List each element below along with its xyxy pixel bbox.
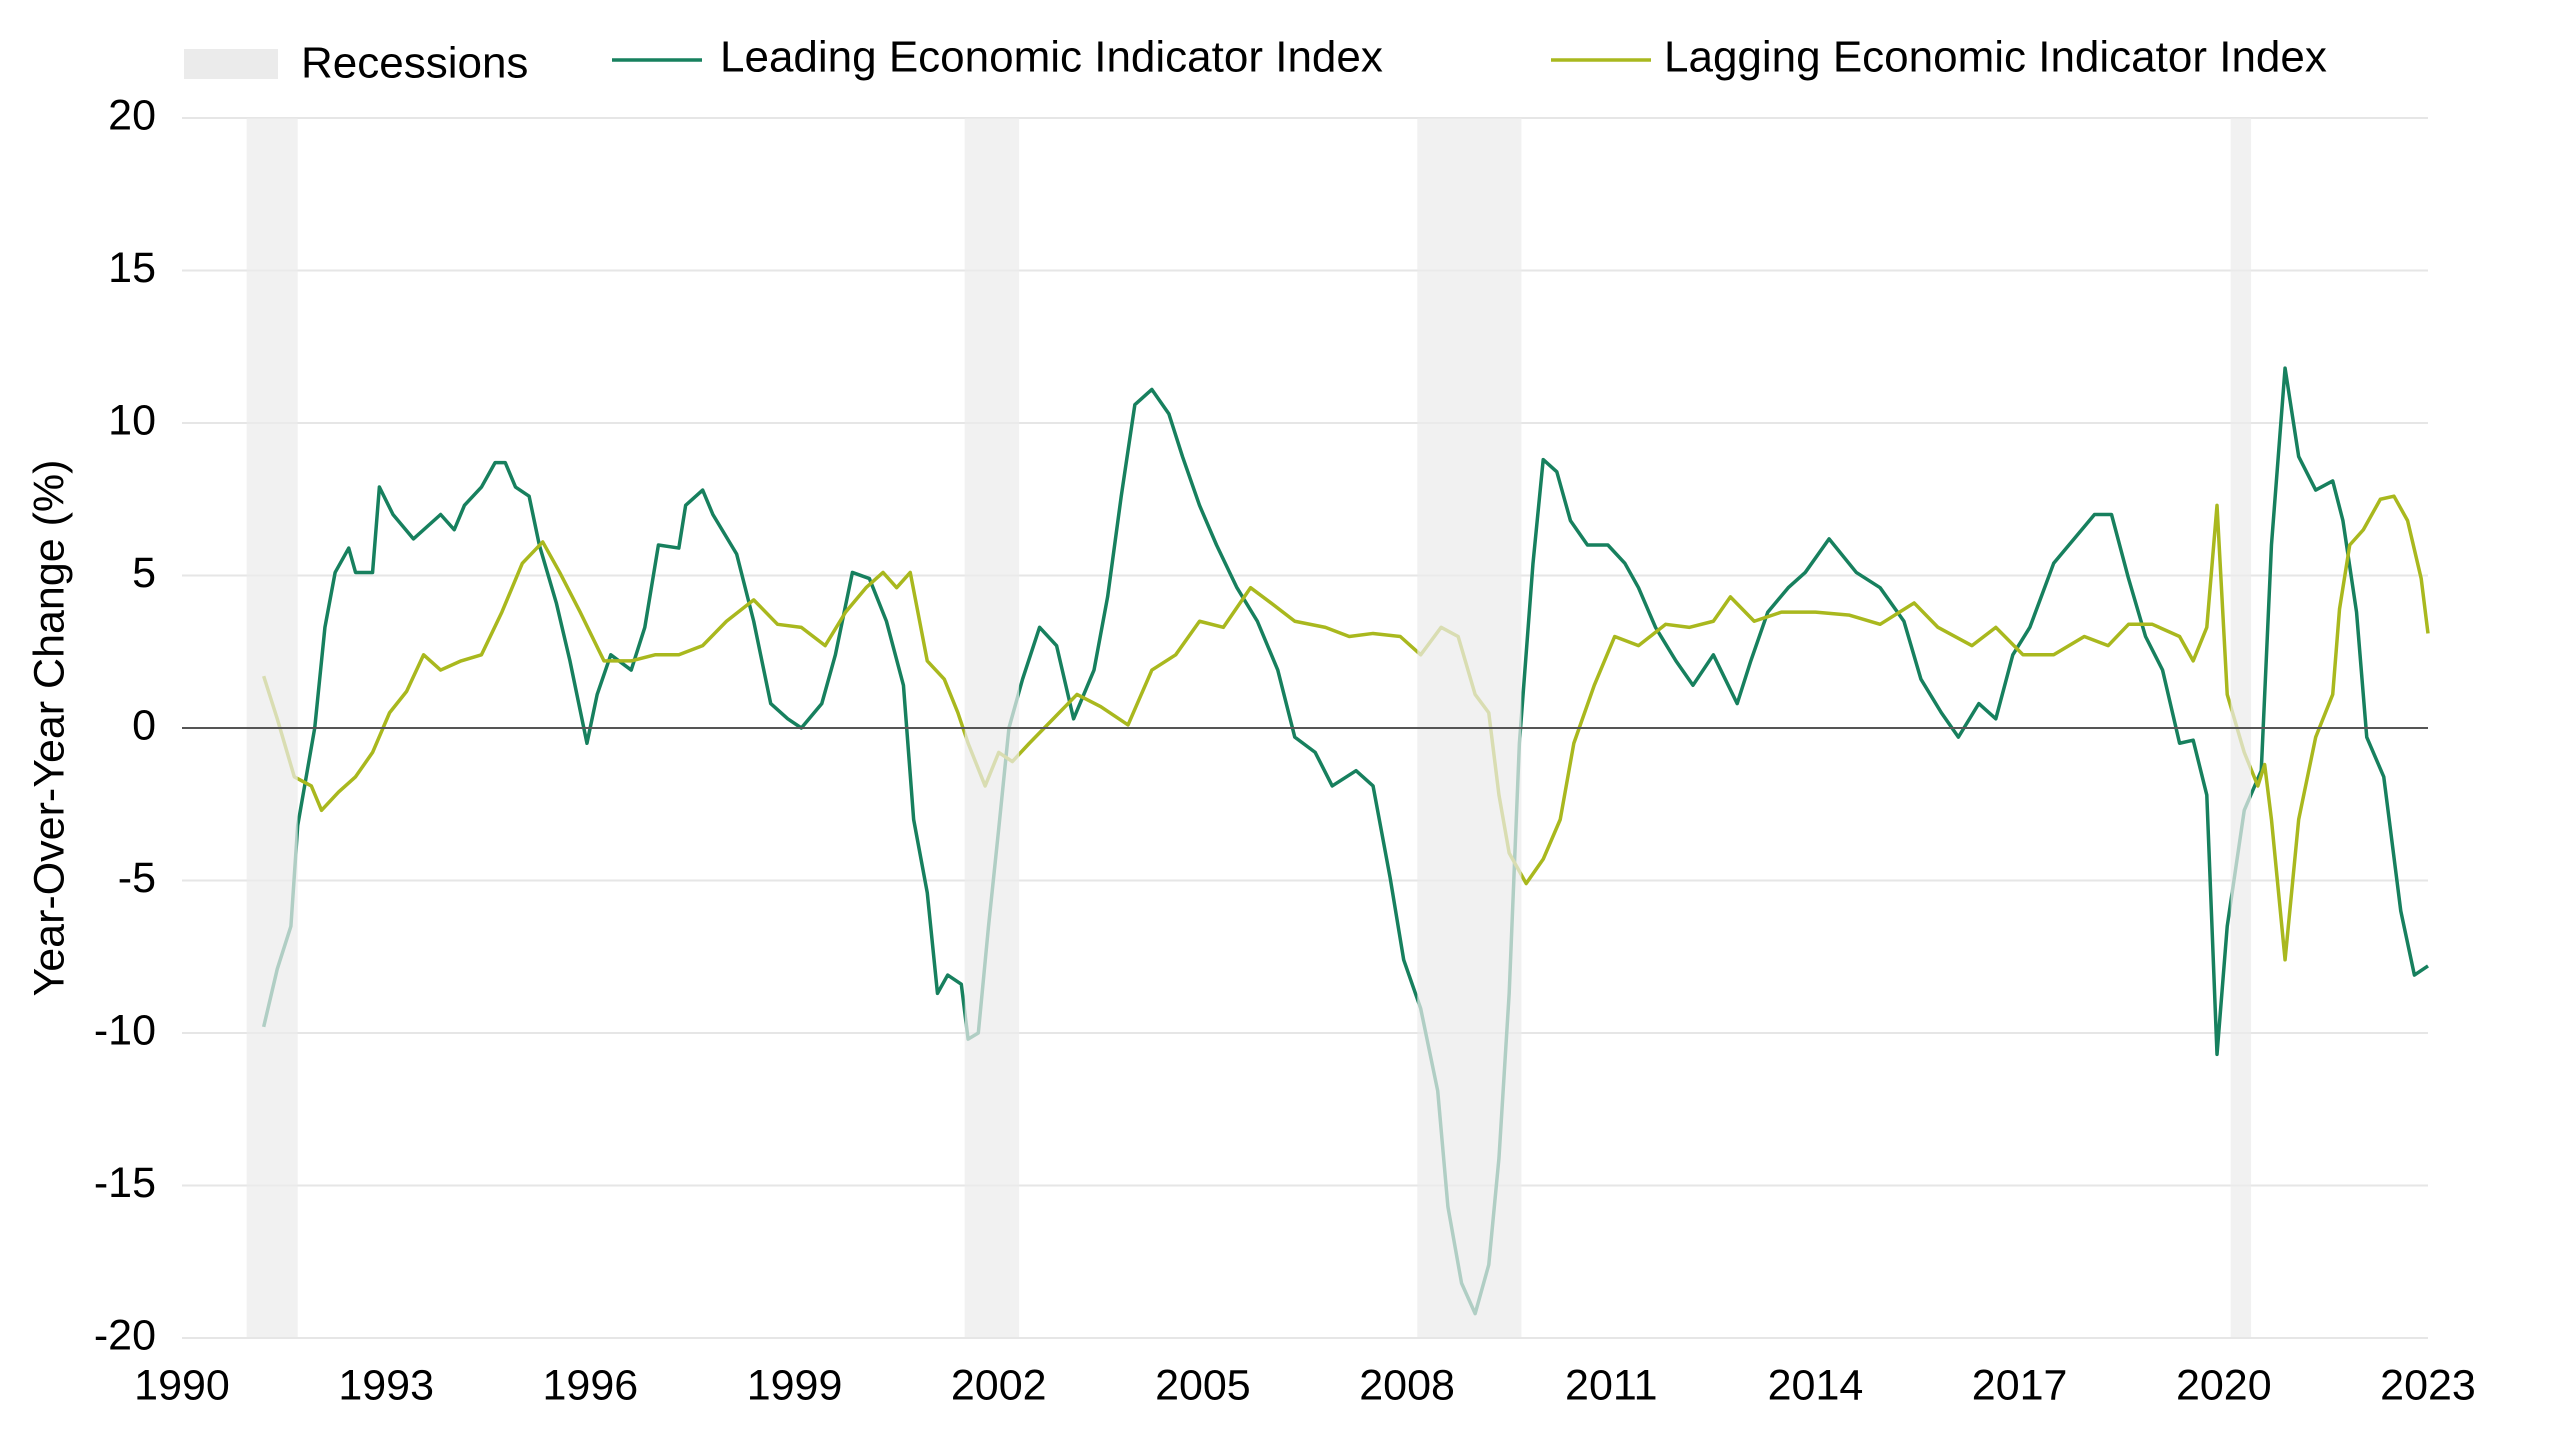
x-tick-label: 2005 xyxy=(1155,1361,1251,1409)
y-tick-label: -10 xyxy=(94,1006,156,1054)
series-line xyxy=(261,366,2429,1316)
y-tick-label: 10 xyxy=(108,396,156,444)
y-tick-label: 20 xyxy=(108,91,156,139)
x-tick-label: 1996 xyxy=(543,1361,639,1409)
legend-swatch xyxy=(184,49,278,79)
y-tick-label: -15 xyxy=(94,1159,156,1207)
x-tick-label: 2023 xyxy=(2380,1361,2476,1409)
x-tick-label: 2014 xyxy=(1768,1361,1864,1409)
legend: Recessions Leading Economic Indicator Ind… xyxy=(184,33,2327,88)
series-line xyxy=(262,494,2430,962)
x-tick-label: 2020 xyxy=(2176,1361,2272,1409)
x-tick-label: 1990 xyxy=(134,1361,230,1409)
x-tick-label: 1993 xyxy=(338,1361,434,1409)
y-tick-label: -5 xyxy=(118,854,156,902)
axes: -20 -15 -10 -5 0 5 10 15 20 1990 1993 1996 1999 2002 2… xyxy=(94,91,2476,1409)
legend-label: Lagging Economic Indicator Index xyxy=(1664,33,2327,82)
y-tick-label: -20 xyxy=(94,1311,156,1359)
legend-label: Leading Economic Indicator Index xyxy=(720,33,1383,82)
y-tick-label: 0 xyxy=(132,701,156,749)
y-tick-label: 15 xyxy=(108,244,156,292)
x-tick-label: 2002 xyxy=(951,1361,1047,1409)
x-tick-label: 1999 xyxy=(747,1361,843,1409)
y-axis-title: Year-Over-Year Change (%) xyxy=(25,460,73,997)
y-tick-label: 5 xyxy=(132,549,156,597)
x-tick-label: 2008 xyxy=(1359,1361,1455,1409)
legend-label: Recessions xyxy=(301,39,528,88)
x-tick-label: 2017 xyxy=(1972,1361,2068,1409)
x-tick-label: 2011 xyxy=(1565,1361,1657,1409)
lines xyxy=(261,366,2430,1316)
